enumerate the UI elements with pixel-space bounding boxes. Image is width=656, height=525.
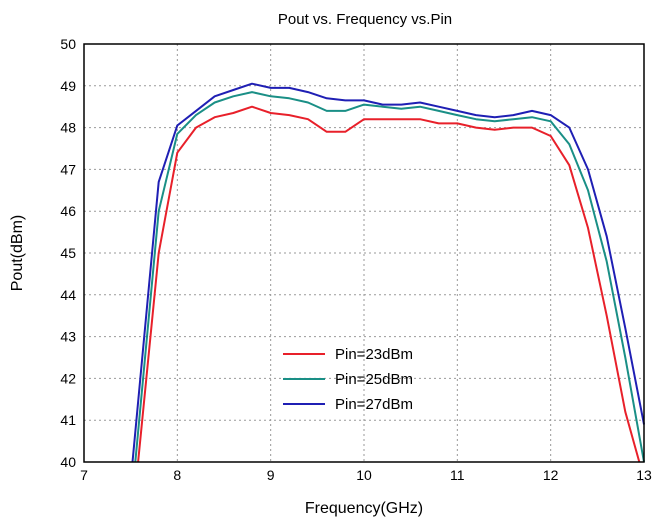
y-tick-label: 49	[60, 78, 76, 94]
x-tick-label: 11	[450, 467, 465, 483]
legend-label: Pin=27dBm	[335, 396, 413, 413]
y-tick-label: 43	[60, 329, 76, 345]
y-tick-label: 41	[60, 412, 76, 428]
series-line-1	[137, 105, 641, 463]
series-line-2	[134, 91, 645, 463]
x-tick-label: 8	[173, 467, 181, 483]
y-tick-label: 50	[60, 36, 76, 52]
grid	[84, 44, 644, 462]
y-tick-label: 45	[60, 245, 76, 261]
series-layer	[131, 82, 645, 463]
x-tick-label: 7	[80, 467, 88, 483]
y-tick-label: 42	[60, 370, 76, 386]
y-tick-label: 40	[60, 454, 76, 470]
x-tick-label: 12	[543, 467, 559, 483]
x-tick-label: 13	[636, 467, 652, 483]
y-tick-label: 44	[60, 287, 76, 303]
y-tick-label: 48	[60, 120, 76, 136]
chart-title: Pout vs. Frequency vs.Pin	[278, 11, 452, 28]
y-tick-label: 46	[60, 203, 76, 219]
series-line-3	[131, 82, 645, 463]
legend: Pin=23dBm Pin=25dBm Pin=27dBm	[283, 346, 413, 413]
x-tick-label: 10	[356, 467, 372, 483]
plot-frame	[83, 43, 645, 463]
legend-label: Pin=23dBm	[335, 346, 413, 363]
x-tick-label: 9	[267, 467, 275, 483]
ticks: 40 41 42 43 44 45 46 47 48 49 50 7 8 9 10 11 12 13	[60, 36, 652, 483]
y-tick-label: 47	[60, 161, 76, 177]
y-axis-label: Pout(dBm)	[9, 215, 26, 291]
legend-label: Pin=25dBm	[335, 371, 413, 388]
x-axis-label: Frequency(GHz)	[305, 500, 423, 517]
